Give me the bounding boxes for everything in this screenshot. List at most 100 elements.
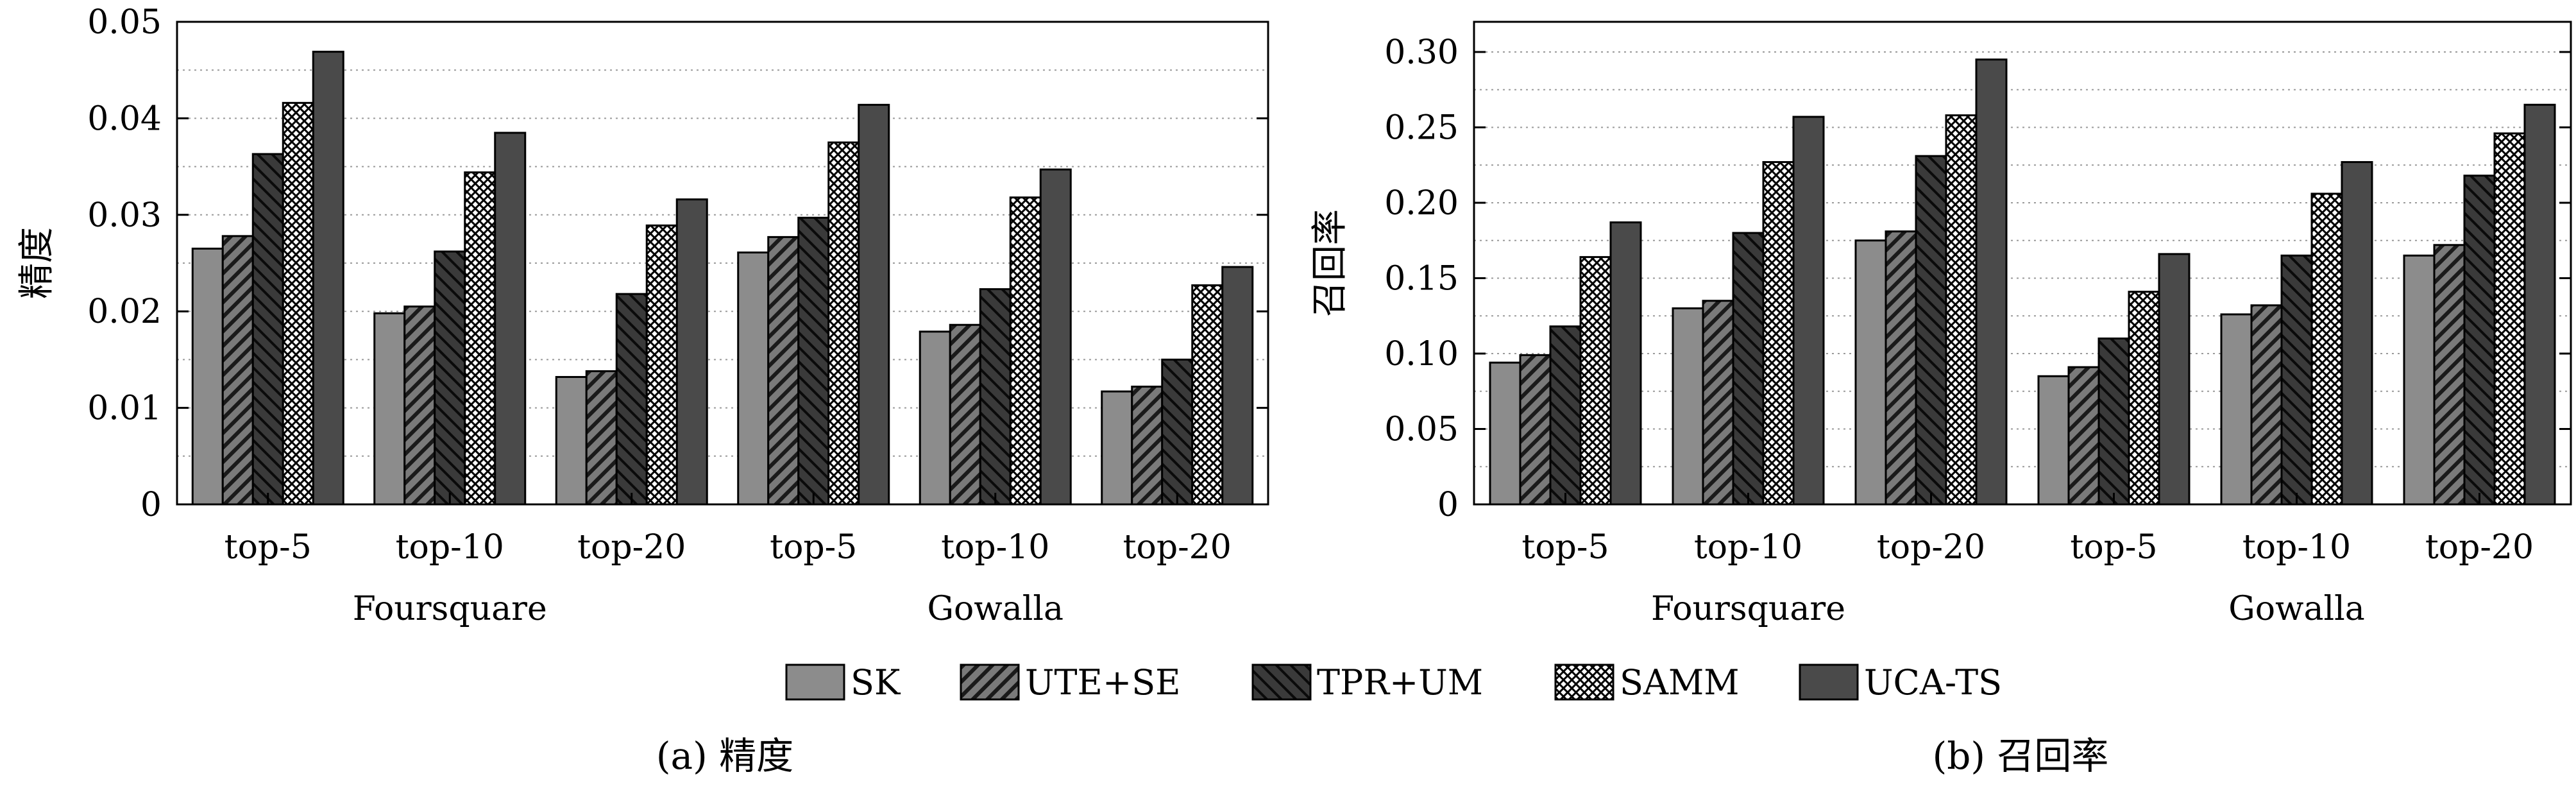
bar-uca-ts — [2158, 253, 2190, 506]
bar-tpr-um — [251, 153, 284, 506]
legend-swatch — [785, 664, 845, 701]
legend-swatch — [1799, 664, 1859, 701]
bar-ute-se — [949, 323, 981, 506]
legend-label: UCA-TS — [1864, 662, 2002, 703]
bar-samm — [464, 171, 496, 506]
bar-sk — [2037, 375, 2070, 506]
bar-ute-se — [767, 236, 800, 506]
bar-uca-ts — [675, 198, 708, 506]
bar-samm — [2493, 132, 2526, 506]
bar-sk — [1854, 239, 1887, 506]
x-tick-label: top-10 — [1694, 528, 1802, 567]
bar-uca-ts — [1975, 58, 2008, 506]
y-tick-label: 0.10 — [1384, 335, 1459, 373]
legend-item-samm: SAMM — [1554, 662, 1740, 703]
bar-samm — [1579, 256, 1612, 506]
bar-ute-se — [1131, 386, 1164, 506]
legend-item-ute-se: UTE+SE — [960, 662, 1181, 703]
y-tick-label: 0.03 — [87, 196, 162, 235]
y-axis-label: 精度 — [16, 227, 58, 299]
y-tick-label: 0.04 — [87, 99, 162, 138]
y-tick-label: 0.02 — [87, 293, 162, 331]
bar-samm — [1009, 196, 1042, 506]
bar-samm — [1945, 114, 1978, 506]
bar-tpr-um — [1549, 325, 1582, 506]
group-label-foursquare: Foursquare — [353, 590, 547, 628]
bar-ute-se — [2250, 304, 2283, 506]
bar-sk — [2403, 254, 2436, 506]
bar-sk — [1489, 361, 1521, 506]
bar-uca-ts — [2341, 161, 2373, 506]
bar-tpr-um — [615, 293, 648, 506]
bar-tpr-um — [797, 216, 830, 506]
bar-tpr-um — [979, 288, 1012, 506]
group-label-gowalla: Gowalla — [2228, 590, 2365, 628]
bar-samm — [827, 141, 860, 506]
bar-uca-ts — [858, 103, 890, 506]
y-tick-label: 0.20 — [1384, 184, 1459, 223]
y-tick-label: 0.15 — [1384, 260, 1459, 298]
legend-item-uca-ts: UCA-TS — [1799, 662, 2002, 703]
legend-item-tpr-um: TPR+UM — [1251, 662, 1483, 703]
x-tick-label: top-5 — [770, 528, 857, 567]
x-tick-label: top-5 — [225, 528, 312, 567]
bar-ute-se — [1702, 300, 1734, 506]
x-tick-label: top-10 — [941, 528, 1049, 567]
y-axis-label: 召回率 — [1309, 209, 1351, 317]
caption-precision: (a) 精度 — [656, 734, 793, 778]
x-tick-label: top-20 — [2425, 528, 2534, 567]
y-tick-label: 0.01 — [87, 390, 162, 428]
bar-uca-ts — [1792, 116, 1825, 506]
legend-item-sk: SK — [785, 662, 901, 703]
bar-uca-ts — [312, 51, 344, 506]
legend-label: SAMM — [1620, 662, 1740, 703]
plot-frame — [176, 21, 1269, 506]
group-label-gowalla: Gowalla — [927, 590, 1063, 628]
y-tick-label: 0.05 — [87, 3, 162, 42]
bar-ute-se — [403, 305, 436, 506]
y-tick-label: 0.05 — [1384, 411, 1459, 449]
bar-sk — [737, 251, 770, 506]
bar-tpr-um — [1161, 358, 1194, 506]
bar-samm — [645, 224, 678, 506]
legend-swatch — [1554, 664, 1614, 701]
x-tick-label: top-20 — [577, 528, 686, 567]
bar-sk — [1101, 390, 1133, 506]
bar-ute-se — [2067, 366, 2100, 506]
bar-tpr-um — [434, 250, 466, 506]
bar-tpr-um — [2097, 338, 2130, 506]
y-tick-label: 0 — [140, 486, 162, 524]
bar-samm — [1191, 284, 1224, 506]
x-tick-label: top-20 — [1123, 528, 1232, 567]
bar-samm — [1762, 161, 1795, 506]
bar-sk — [555, 375, 588, 506]
legend-label: SK — [851, 662, 901, 703]
bar-sk — [191, 247, 224, 506]
legend-swatch — [1251, 664, 1312, 701]
y-tick-label: 0.30 — [1384, 33, 1459, 72]
bar-tpr-um — [1915, 155, 1947, 506]
group-label-foursquare: Foursquare — [1651, 590, 1845, 628]
x-tick-label: top-5 — [2070, 528, 2157, 567]
x-tick-label: top-5 — [1521, 528, 1609, 567]
precision-chart: 0 0.01 0.02 0.03 0.04 0.05 top-5 top-10 top-20 to… — [16, 3, 1269, 628]
bar-ute-se — [1885, 230, 1917, 506]
bar-uca-ts — [1609, 221, 1642, 506]
bar-ute-se — [2433, 244, 2466, 506]
bar-uca-ts — [1221, 266, 1254, 506]
x-tick-label: top-10 — [2242, 528, 2351, 567]
bar-samm — [2128, 291, 2160, 506]
bar-tpr-um — [1732, 232, 1765, 506]
legend: SK UTE+SE TPR+UM SAMM UCA-TS — [785, 662, 2002, 703]
bar-uca-ts — [2523, 103, 2556, 506]
bar-samm — [2310, 193, 2343, 506]
caption-recall: (b) 召回率 — [1933, 734, 2109, 778]
legend-label: TPR+UM — [1317, 662, 1483, 703]
y-tick-label: 0 — [1437, 486, 1459, 524]
bar-ute-se — [585, 370, 618, 506]
plot-frame — [1473, 21, 2572, 506]
bar-uca-ts — [494, 132, 527, 506]
x-tick-label: top-20 — [1877, 528, 1985, 567]
bar-ute-se — [1519, 354, 1552, 506]
